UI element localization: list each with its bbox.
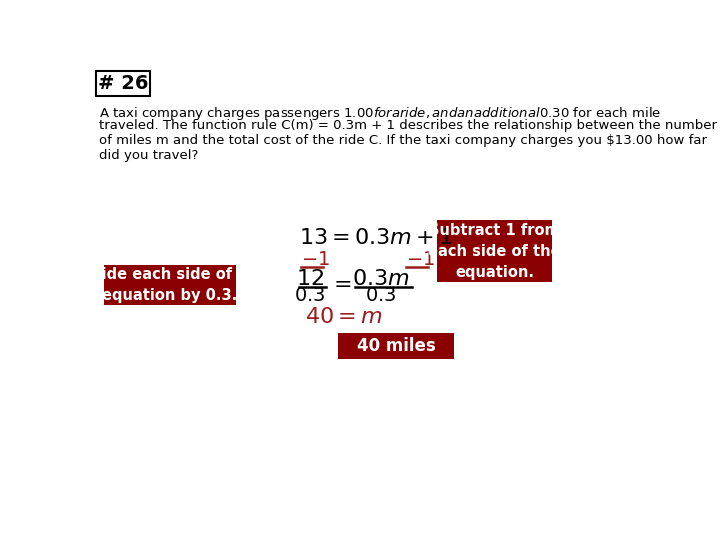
FancyBboxPatch shape — [96, 71, 150, 96]
Text: traveled. The function rule C(m) = 0.3m + 1 describes the relationship between t: traveled. The function rule C(m) = 0.3m … — [99, 119, 717, 132]
Text: of miles m and the total cost of the ride C. If the taxi company charges you $13: of miles m and the total cost of the rid… — [99, 134, 707, 147]
Text: $12$: $12$ — [296, 269, 324, 289]
Text: $40 = m$: $40 = m$ — [305, 307, 383, 327]
Text: $0.3$: $0.3$ — [365, 286, 396, 305]
Text: $-1$: $-1$ — [301, 250, 330, 269]
Text: # 26: # 26 — [98, 74, 148, 93]
Text: $0.3m$: $0.3m$ — [352, 269, 409, 289]
Text: did you travel?: did you travel? — [99, 148, 199, 162]
Text: $=$: $=$ — [329, 273, 351, 293]
Text: 40 miles: 40 miles — [356, 337, 436, 355]
Text: $13 = 0.3m + 1$: $13 = 0.3m + 1$ — [300, 228, 453, 248]
Text: $-1$: $-1$ — [406, 250, 435, 269]
Text: Subtract 1 from
each side of the
equation.: Subtract 1 from each side of the equatio… — [428, 222, 561, 280]
Text: Divide each side of the
equation by 0.3.: Divide each side of the equation by 0.3. — [75, 267, 265, 303]
FancyBboxPatch shape — [338, 333, 454, 359]
Text: $0.3$: $0.3$ — [294, 286, 326, 305]
FancyBboxPatch shape — [104, 265, 235, 305]
Text: A taxi company charges passengers $1.00 for a ride, and an additional $0.30 for : A taxi company charges passengers $1.00 … — [99, 105, 662, 122]
FancyBboxPatch shape — [437, 220, 552, 282]
